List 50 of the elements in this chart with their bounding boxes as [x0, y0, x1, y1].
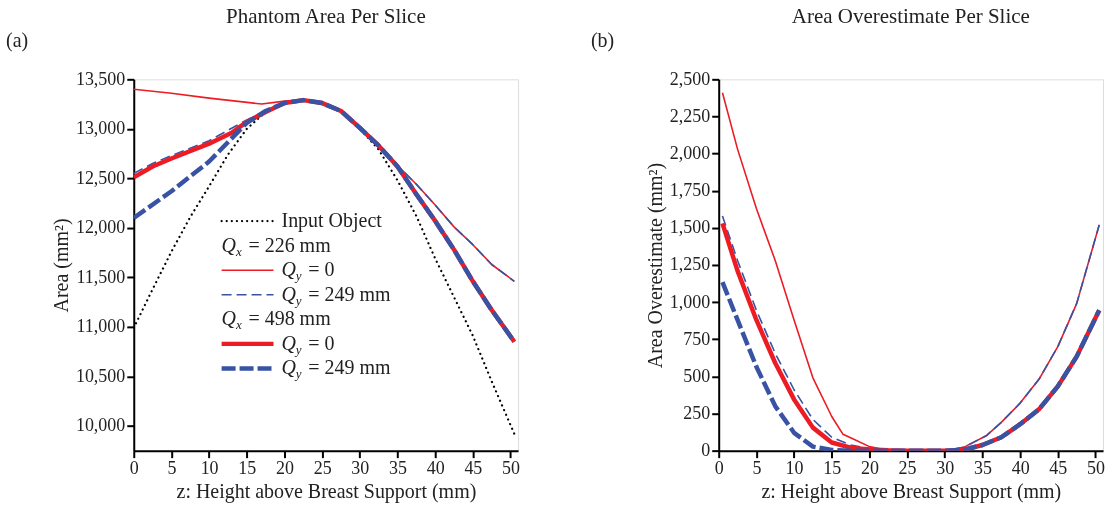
y-tick-label: 2,250: [669, 105, 711, 126]
x-tick-label: 25: [313, 458, 332, 479]
x-axis-title: z: Height above Breast Support (mm): [761, 480, 1062, 504]
x-tick-label: 35: [389, 458, 407, 479]
y-tick-label: 13,000: [75, 118, 126, 139]
x-tick-label: 50: [502, 458, 521, 479]
x-tick-label: 30: [936, 458, 955, 479]
x-tick-label: 30: [351, 458, 370, 479]
y-tick-label: 12,500: [75, 167, 126, 188]
x-tick-label: 20: [275, 458, 294, 479]
y-tick-label: 10,000: [75, 415, 126, 436]
y-tick-label: 2,000: [669, 143, 711, 164]
x-axis-title: z: Height above Breast Support (mm): [176, 480, 477, 504]
x-tick-label: 15: [823, 458, 842, 479]
chart-title: Area Overestimate Per Slice: [791, 4, 1030, 29]
x-tick-label: 40: [1011, 458, 1030, 479]
y-tick-label: 2,500: [669, 68, 711, 89]
text: (b): [590, 29, 615, 53]
legend-label: Input Object: [281, 209, 383, 233]
x-tick-label: 5: [167, 458, 177, 479]
y-tick-label: 11,000: [76, 316, 126, 337]
y-tick-label: 1,000: [669, 291, 711, 312]
y-tick-label: 10,500: [75, 365, 126, 386]
x-tick-label: 35: [973, 458, 992, 479]
x-tick-label: 0: [714, 458, 724, 479]
text: (a): [5, 29, 29, 53]
y-axis-title: Area Overestimate (mm²): [643, 162, 667, 369]
x-tick-label: 10: [785, 458, 804, 479]
y-tick-label: 12,000: [75, 217, 126, 238]
chart-title: Phantom Area Per Slice: [226, 4, 426, 29]
y-tick-label: 0: [701, 440, 711, 461]
y-tick-label: 750: [683, 328, 711, 349]
y-tick-label: 13,500: [75, 68, 126, 89]
x-tick-label: 10: [200, 458, 219, 479]
x-tick-label: 45: [464, 458, 483, 479]
y-tick-label: 250: [683, 403, 711, 423]
y-tick-label: 500: [683, 365, 711, 386]
x-tick-label: 50: [1087, 458, 1105, 479]
y-tick-label: 11,500: [76, 266, 126, 287]
x-tick-label: 40: [426, 458, 445, 479]
y-tick-label: 1,250: [669, 254, 711, 275]
x-tick-label: 5: [752, 458, 762, 479]
x-tick-label: 15: [238, 458, 257, 479]
y-tick-label: 1,500: [669, 217, 711, 238]
x-tick-label: 0: [129, 458, 139, 479]
x-tick-label: 20: [860, 458, 879, 479]
y-axis-title: Area (mm²): [49, 218, 73, 313]
x-tick-label: 25: [898, 458, 917, 479]
y-tick-label: 1,750: [669, 180, 711, 201]
x-tick-label: 45: [1049, 458, 1068, 479]
